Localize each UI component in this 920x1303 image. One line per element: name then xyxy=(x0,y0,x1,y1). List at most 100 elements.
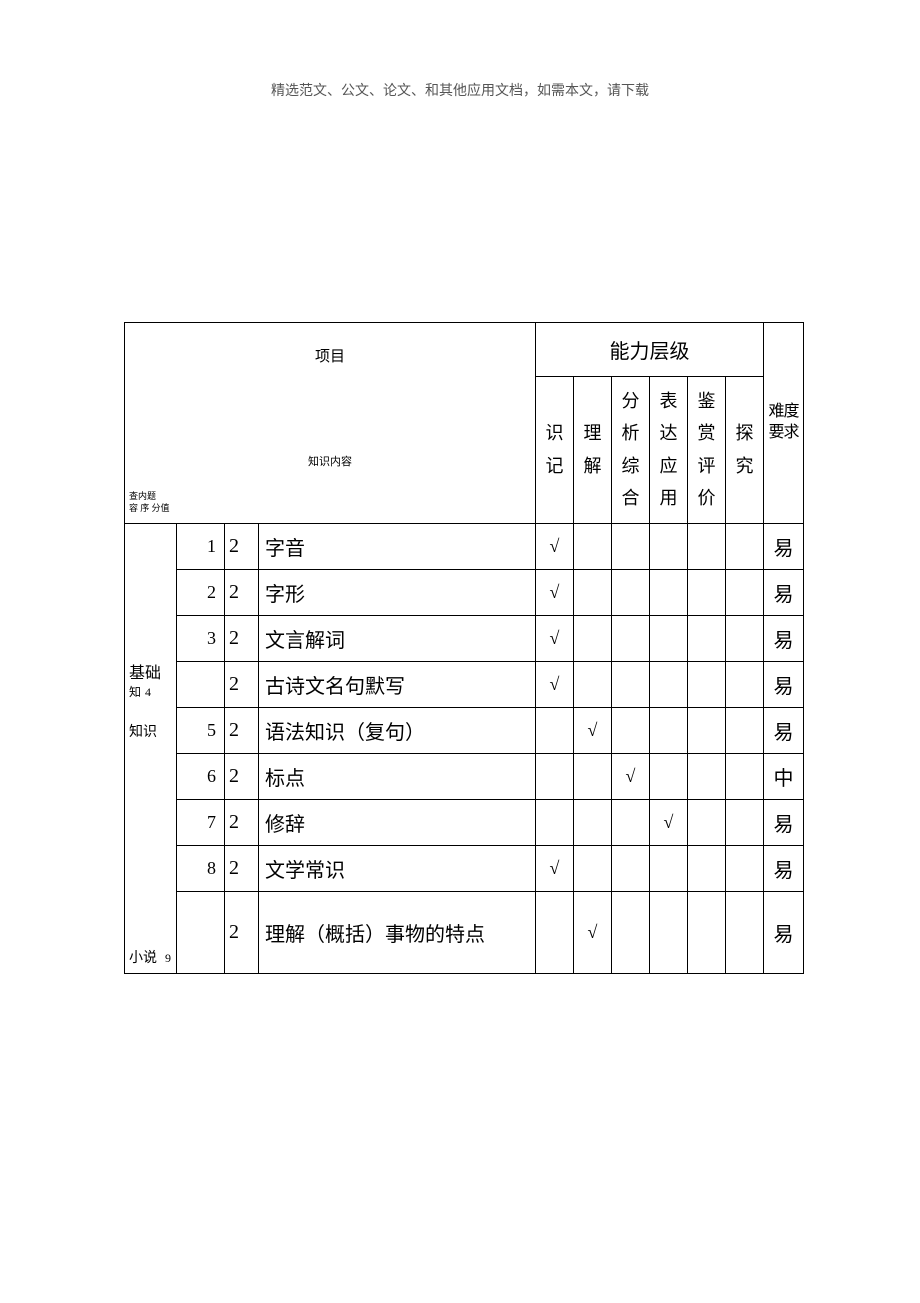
category-cell-lower xyxy=(125,753,177,891)
table-row: 小说 9 2 理解（概括）事物的特点 √ 易 xyxy=(125,891,804,973)
ability-col-4: 鉴赏评价 xyxy=(688,377,726,524)
row-difficulty: 易 xyxy=(764,569,804,615)
knowledge-table-container: 项目 知识内容 查内题 容 序 分值 能力层级 难度要求 识记 理解 分析综合 … xyxy=(124,322,804,974)
category-basic-label-1: 基础知 4 xyxy=(129,659,176,701)
check-2 xyxy=(612,845,650,891)
row-num xyxy=(177,891,225,973)
ability-col-1: 理解 xyxy=(574,377,612,524)
check-5 xyxy=(726,799,764,845)
row-num: 8 xyxy=(177,845,225,891)
row-difficulty: 易 xyxy=(764,891,804,973)
row-difficulty: 易 xyxy=(764,707,804,753)
check-4 xyxy=(688,569,726,615)
check-2 xyxy=(612,707,650,753)
check-1 xyxy=(574,523,612,569)
table-row: 3 2 文言解词 √ 易 xyxy=(125,615,804,661)
row-difficulty: 易 xyxy=(764,845,804,891)
check-1 xyxy=(574,845,612,891)
check-3 xyxy=(650,523,688,569)
table-row: 8 2 文学常识 √ 易 xyxy=(125,845,804,891)
table-row: 1 2 字音 √ 易 xyxy=(125,523,804,569)
check-4 xyxy=(688,845,726,891)
row-num: 5 xyxy=(177,707,225,753)
check-3 xyxy=(650,845,688,891)
check-1: √ xyxy=(574,891,612,973)
row-content: 修辞 xyxy=(259,799,536,845)
small-label-block: 查内题 容 序 分值 xyxy=(129,491,170,514)
check-2 xyxy=(612,799,650,845)
check-3 xyxy=(650,707,688,753)
table-row: 基础知 4 2 古诗文名句默写 √ 易 xyxy=(125,661,804,707)
check-3 xyxy=(650,661,688,707)
table-row: 7 2 修辞 √ 易 xyxy=(125,799,804,845)
check-5 xyxy=(726,753,764,799)
category-novel-label: 小说 9 xyxy=(129,947,171,967)
check-5 xyxy=(726,661,764,707)
row-score: 2 xyxy=(225,799,259,845)
check-4 xyxy=(688,615,726,661)
check-3 xyxy=(650,891,688,973)
page-header-note: 精选范文、公文、论文、和其他应用文档，如需本文，请下载 xyxy=(0,80,920,100)
check-2 xyxy=(612,661,650,707)
ability-level-header: 能力层级 xyxy=(536,323,764,377)
ability-col-0: 识记 xyxy=(536,377,574,524)
knowledge-table: 项目 知识内容 查内题 容 序 分值 能力层级 难度要求 识记 理解 分析综合 … xyxy=(124,322,804,974)
check-0 xyxy=(536,799,574,845)
check-1 xyxy=(574,799,612,845)
row-score: 2 xyxy=(225,523,259,569)
category-novel: 小说 9 xyxy=(125,891,177,973)
check-1 xyxy=(574,661,612,707)
row-difficulty: 易 xyxy=(764,799,804,845)
row-score: 2 xyxy=(225,569,259,615)
small-label-line1: 查内题 xyxy=(129,491,156,501)
ability-col-2: 分析综合 xyxy=(612,377,650,524)
row-score: 2 xyxy=(225,707,259,753)
check-4 xyxy=(688,523,726,569)
check-5 xyxy=(726,523,764,569)
row-score: 2 xyxy=(225,845,259,891)
row-difficulty: 易 xyxy=(764,523,804,569)
row-content: 文学常识 xyxy=(259,845,536,891)
check-3 xyxy=(650,615,688,661)
row-num xyxy=(177,661,225,707)
check-4 xyxy=(688,707,726,753)
row-num: 3 xyxy=(177,615,225,661)
check-1 xyxy=(574,615,612,661)
check-5 xyxy=(726,891,764,973)
row-score: 2 xyxy=(225,615,259,661)
row-difficulty: 中 xyxy=(764,753,804,799)
check-0 xyxy=(536,753,574,799)
knowledge-content-label: 知识内容 xyxy=(125,453,535,469)
check-1: √ xyxy=(574,707,612,753)
check-0: √ xyxy=(536,523,574,569)
row-difficulty: 易 xyxy=(764,615,804,661)
check-5 xyxy=(726,845,764,891)
check-5 xyxy=(726,707,764,753)
check-0: √ xyxy=(536,845,574,891)
category-cell-upper xyxy=(125,523,177,661)
check-2 xyxy=(612,615,650,661)
project-label: 项目 xyxy=(125,345,535,366)
row-content: 文言解词 xyxy=(259,615,536,661)
row-content: 理解（概括）事物的特点 xyxy=(259,891,536,973)
category-knowledge-label: 知识 xyxy=(129,725,157,740)
check-4 xyxy=(688,799,726,845)
row-num: 2 xyxy=(177,569,225,615)
row-content: 标点 xyxy=(259,753,536,799)
check-0: √ xyxy=(536,569,574,615)
check-3 xyxy=(650,753,688,799)
check-0 xyxy=(536,707,574,753)
check-2 xyxy=(612,891,650,973)
row-score: 2 xyxy=(225,661,259,707)
row-content: 字音 xyxy=(259,523,536,569)
category-knowledge: 知识 xyxy=(125,707,177,753)
row-num: 6 xyxy=(177,753,225,799)
check-4 xyxy=(688,891,726,973)
row-difficulty: 易 xyxy=(764,661,804,707)
row-content: 语法知识（复句） xyxy=(259,707,536,753)
small-label-line2: 容 序 分值 xyxy=(129,503,170,513)
difficulty-header: 难度要求 xyxy=(764,323,804,524)
check-4 xyxy=(688,661,726,707)
check-5 xyxy=(726,569,764,615)
check-2 xyxy=(612,523,650,569)
